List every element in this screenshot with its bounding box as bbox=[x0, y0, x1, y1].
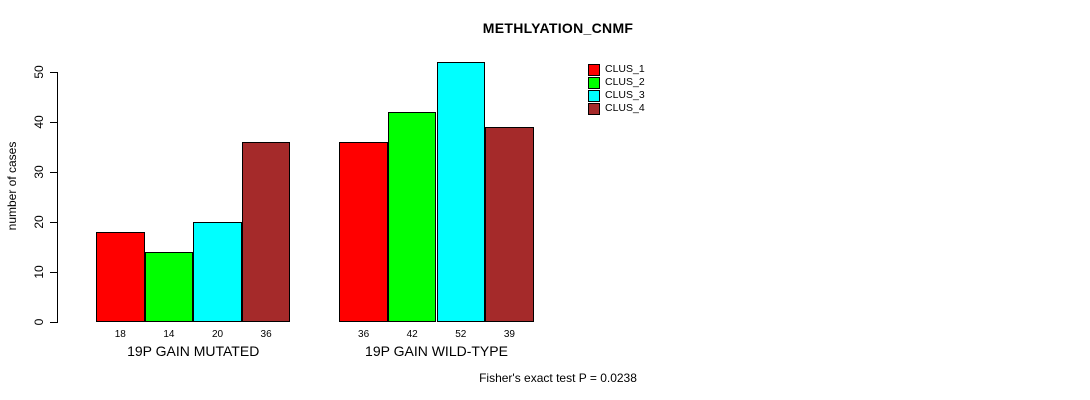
bar-clus_3-group1 bbox=[193, 222, 242, 322]
legend-label: CLUS_3 bbox=[605, 89, 645, 101]
y-axis-tick-label: 0 bbox=[32, 318, 46, 326]
legend-row: CLUS_2 bbox=[588, 76, 645, 89]
x-group-label: 19P GAIN MUTATED bbox=[127, 343, 260, 359]
bar-clus_3-group2 bbox=[436, 62, 486, 322]
legend-swatch-icon bbox=[588, 76, 600, 89]
legend: CLUS_1 CLUS_2 CLUS_3 CLUS_4 bbox=[588, 63, 645, 115]
legend-row: CLUS_3 bbox=[588, 89, 645, 102]
legend-label: CLUS_2 bbox=[605, 76, 645, 88]
legend-swatch-icon bbox=[588, 89, 600, 102]
chart-title: METHLYATION_CNMF bbox=[482, 20, 634, 36]
legend-label: CLUS_1 bbox=[605, 63, 645, 75]
bar-clus_1-group2 bbox=[339, 142, 388, 322]
bar-value-label: 36 bbox=[358, 329, 370, 340]
bar-clus_4-group1 bbox=[241, 142, 291, 322]
y-axis-tick bbox=[50, 222, 57, 223]
y-axis-title: number of cases bbox=[5, 141, 19, 231]
legend-row: CLUS_1 bbox=[588, 63, 645, 76]
pvalue-annotation: Fisher's exact test P = 0.0238 bbox=[479, 371, 637, 385]
legend-label: CLUS_4 bbox=[605, 102, 645, 114]
y-axis-tick bbox=[50, 122, 57, 123]
bar-clus_2-group1 bbox=[144, 252, 194, 322]
y-axis-tick bbox=[50, 322, 57, 323]
y-axis-tick-label: 10 bbox=[32, 265, 46, 279]
bar-value-label: 14 bbox=[163, 329, 175, 340]
y-axis-tick-label: 30 bbox=[32, 165, 46, 179]
y-axis-tick bbox=[50, 72, 57, 73]
bar-clus_2-group2 bbox=[387, 112, 437, 322]
bar-value-label: 39 bbox=[503, 329, 515, 340]
y-axis-line bbox=[57, 72, 58, 323]
y-axis-tick-label: 20 bbox=[32, 215, 46, 229]
y-axis-tick-label: 50 bbox=[32, 65, 46, 79]
bar-value-label: 36 bbox=[260, 329, 272, 340]
legend-swatch-icon bbox=[588, 102, 600, 115]
legend-row: CLUS_4 bbox=[588, 102, 645, 115]
y-axis-tick bbox=[50, 172, 57, 173]
y-axis-tick-label: 40 bbox=[32, 115, 46, 129]
bar-clus_1-group1 bbox=[96, 232, 145, 322]
legend-swatch-icon bbox=[588, 63, 600, 76]
bar-clus_4-group2 bbox=[485, 127, 534, 322]
bar-value-label: 20 bbox=[211, 329, 224, 340]
bar-value-label: 18 bbox=[114, 329, 126, 340]
bar-value-label: 42 bbox=[406, 329, 418, 340]
y-axis-tick bbox=[50, 272, 57, 273]
x-group-label: 19P GAIN WILD-TYPE bbox=[365, 343, 508, 359]
bar-value-label: 52 bbox=[455, 329, 467, 340]
